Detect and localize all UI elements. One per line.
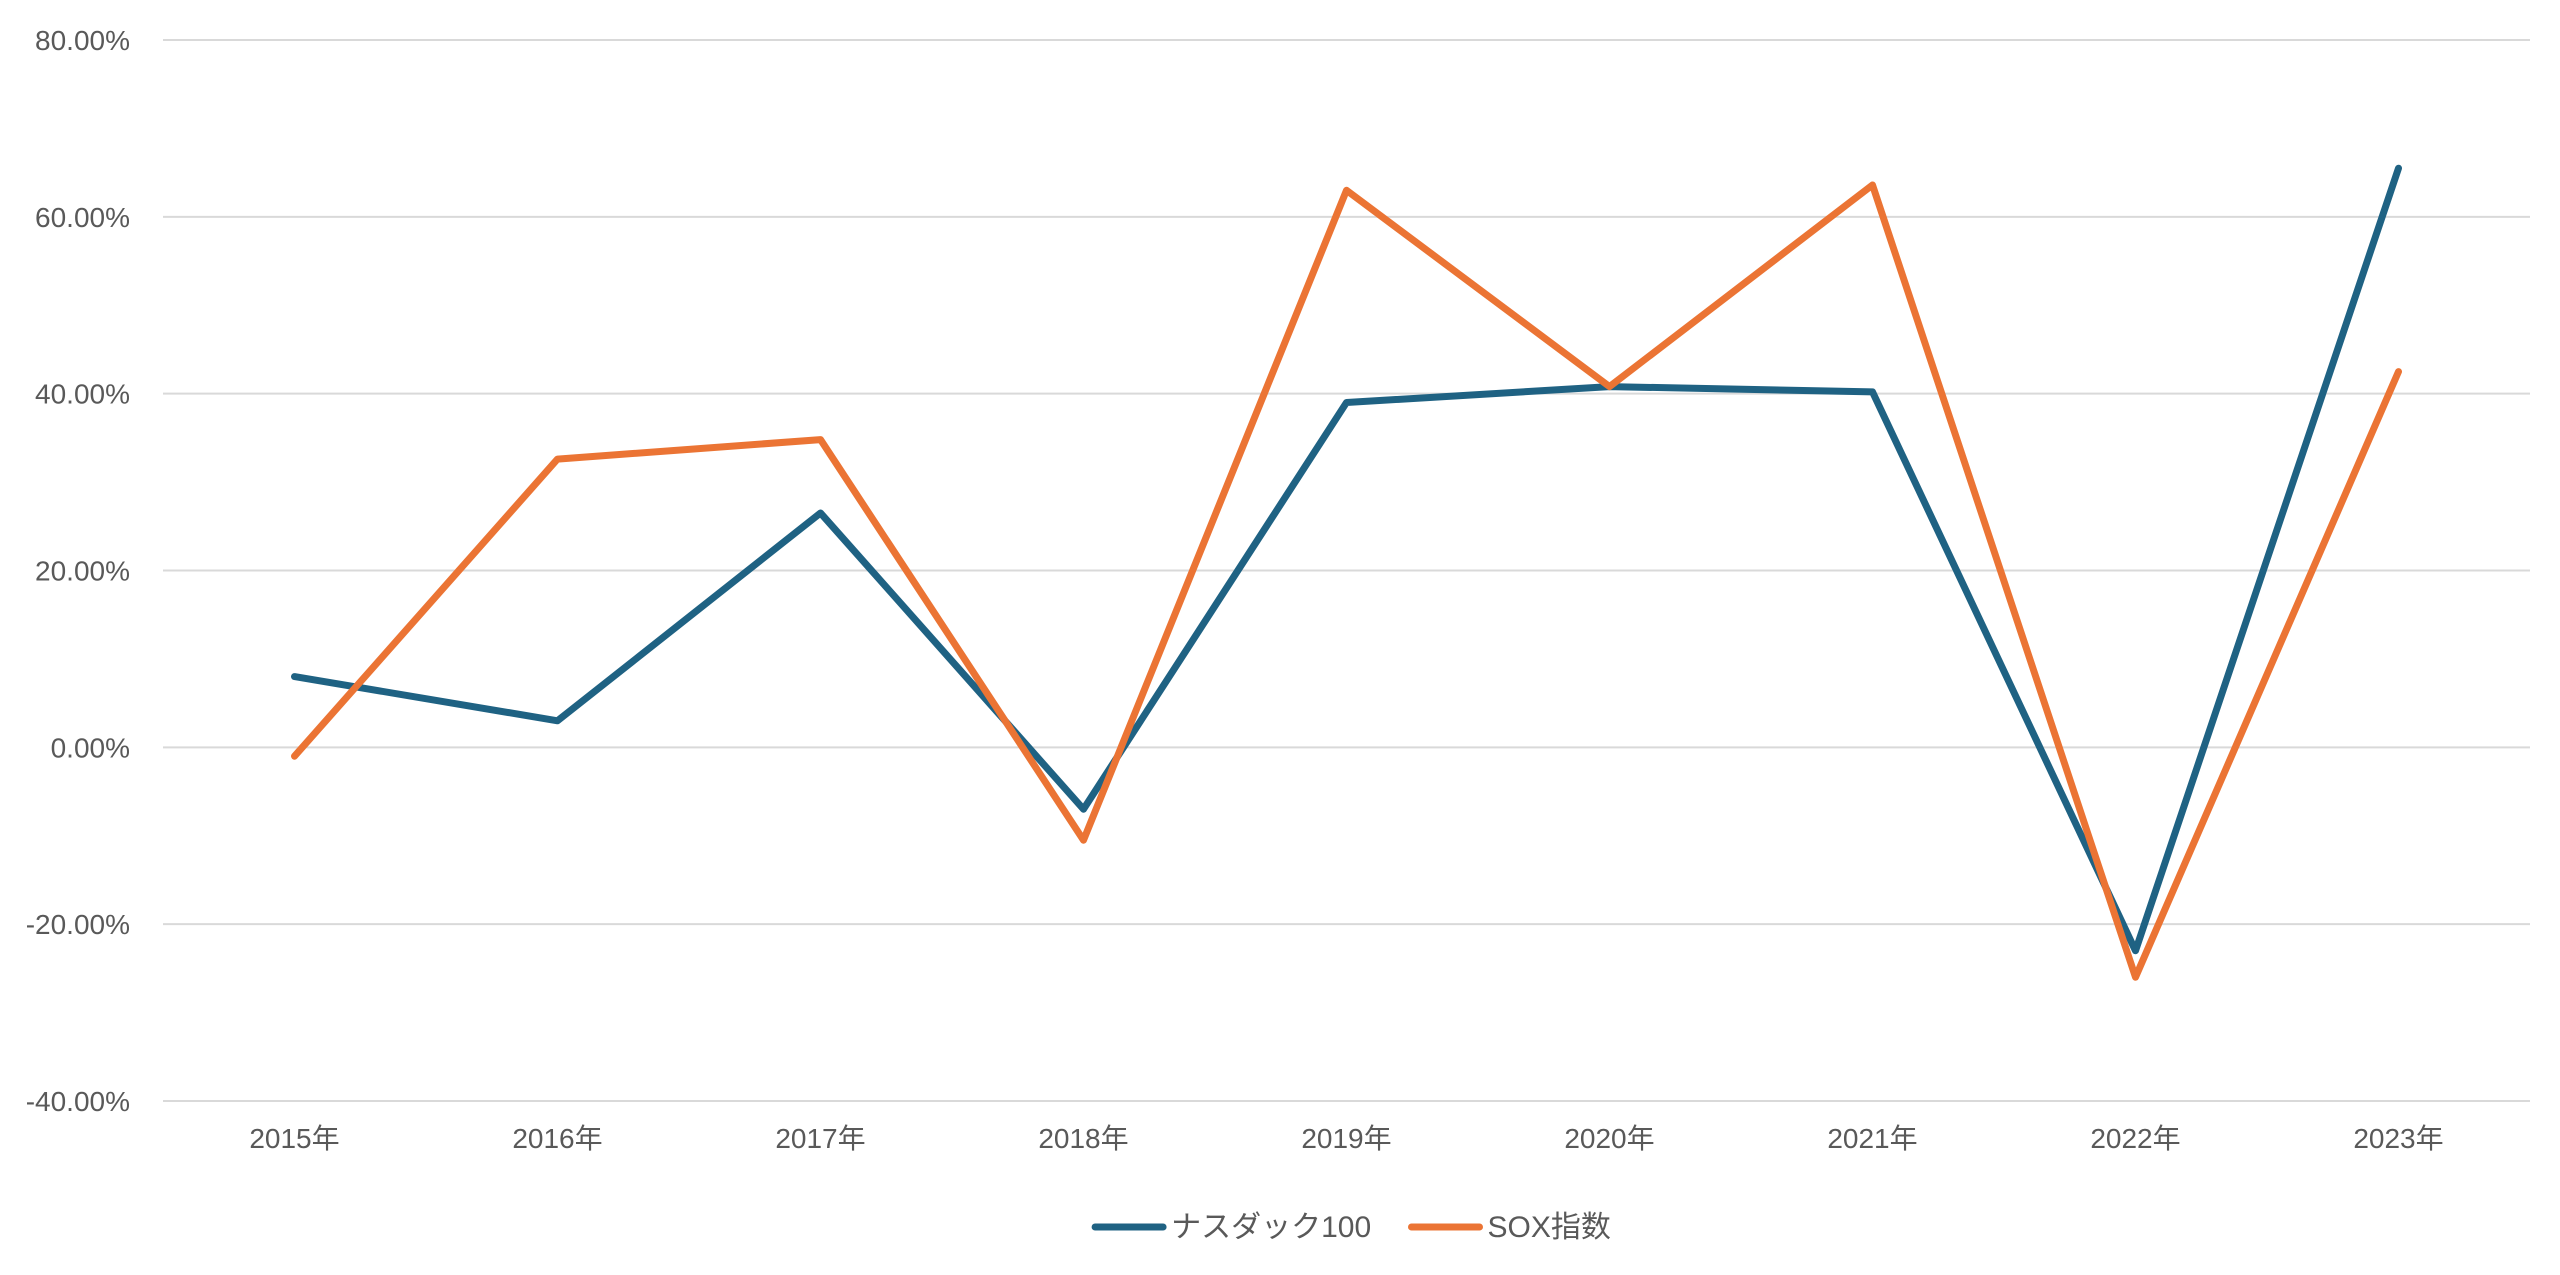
x-tick-label: 2019年 xyxy=(1301,1123,1391,1154)
y-tick-label: 0.00% xyxy=(51,732,130,763)
x-tick-label: 2015年 xyxy=(249,1123,339,1154)
y-tick-label: -20.00% xyxy=(26,909,130,940)
x-tick-label: 2016年 xyxy=(512,1123,602,1154)
x-axis-tick-labels: 2015年 2016年 2017年 2018年 2019年 2020年 2021年 2022年… xyxy=(249,1123,2443,1154)
legend-label: ナスダック100 xyxy=(1171,1211,1371,1244)
x-tick-label: 2021年 xyxy=(1827,1123,1917,1154)
y-tick-label: -40.00% xyxy=(26,1086,130,1117)
legend-item: SOX指数 xyxy=(1408,1211,1611,1244)
y-tick-label: 60.00% xyxy=(35,202,130,233)
y-tick-label: 20.00% xyxy=(35,556,130,587)
x-tick-label: 2020年 xyxy=(1564,1123,1654,1154)
legend-item: ナスダック100 xyxy=(1091,1211,1371,1244)
y-tick-label: 80.00% xyxy=(35,25,130,56)
x-tick-label: 2017年 xyxy=(775,1123,865,1154)
legend-label: SOX指数 xyxy=(1488,1211,1611,1244)
y-tick-label: 40.00% xyxy=(35,379,130,410)
legend: ナスダック100 SOX指数 xyxy=(1091,1211,1611,1244)
y-axis-tick-labels: 80.00% 60.00% 40.00% 20.00% 0.00% -20.00% -40.… xyxy=(26,25,130,1117)
x-tick-label: 2023年 xyxy=(2353,1123,2443,1154)
x-tick-label: 2018年 xyxy=(1038,1123,1128,1154)
x-tick-label: 2022年 xyxy=(2090,1123,2180,1154)
series-lines xyxy=(291,164,2402,981)
series-line-1 xyxy=(291,164,2402,955)
series-line-2 xyxy=(291,181,2402,981)
gridlines xyxy=(163,39,2530,1102)
